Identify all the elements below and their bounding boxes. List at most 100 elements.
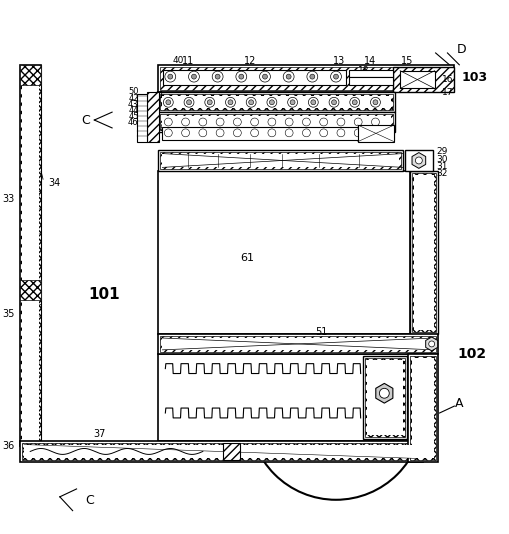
Text: 24: 24 bbox=[202, 157, 213, 166]
Text: 42: 42 bbox=[128, 94, 138, 103]
Circle shape bbox=[164, 71, 176, 82]
Text: 49: 49 bbox=[155, 124, 165, 134]
Bar bbox=[362, 356, 406, 438]
Circle shape bbox=[199, 129, 206, 137]
Text: 37: 37 bbox=[93, 429, 105, 439]
Bar bbox=[160, 67, 451, 90]
Text: 39: 39 bbox=[214, 450, 227, 460]
Bar bbox=[158, 92, 394, 112]
Circle shape bbox=[415, 157, 421, 164]
Bar bbox=[158, 171, 409, 334]
Bar bbox=[364, 358, 404, 437]
Bar bbox=[411, 174, 435, 332]
Circle shape bbox=[302, 118, 310, 126]
Text: 21: 21 bbox=[264, 123, 275, 132]
Circle shape bbox=[233, 129, 241, 137]
Text: 12: 12 bbox=[243, 56, 256, 66]
Bar bbox=[411, 358, 433, 458]
Circle shape bbox=[186, 100, 191, 105]
Circle shape bbox=[333, 74, 338, 79]
Text: 30: 30 bbox=[436, 155, 447, 164]
Circle shape bbox=[250, 129, 258, 137]
Text: 18: 18 bbox=[357, 66, 369, 75]
Circle shape bbox=[372, 100, 377, 105]
Bar bbox=[162, 338, 433, 350]
Circle shape bbox=[266, 97, 276, 107]
Circle shape bbox=[238, 74, 243, 79]
Circle shape bbox=[246, 97, 256, 107]
Circle shape bbox=[285, 129, 293, 137]
Text: 33: 33 bbox=[2, 194, 14, 204]
Bar bbox=[136, 95, 146, 142]
Circle shape bbox=[216, 129, 223, 137]
Bar bbox=[162, 116, 390, 128]
Circle shape bbox=[269, 100, 274, 105]
Circle shape bbox=[267, 118, 275, 126]
Circle shape bbox=[349, 97, 359, 107]
Circle shape bbox=[379, 388, 388, 398]
Bar bbox=[20, 280, 41, 300]
Circle shape bbox=[205, 97, 214, 107]
Circle shape bbox=[207, 100, 212, 105]
Text: 29: 29 bbox=[436, 147, 447, 156]
Circle shape bbox=[308, 97, 318, 107]
Text: 32: 32 bbox=[436, 169, 447, 178]
Bar bbox=[357, 125, 393, 142]
Bar bbox=[20, 65, 41, 84]
Circle shape bbox=[336, 118, 344, 126]
Circle shape bbox=[331, 100, 336, 105]
Text: 61: 61 bbox=[240, 253, 253, 263]
Circle shape bbox=[282, 71, 294, 82]
Text: 43: 43 bbox=[128, 100, 138, 109]
Circle shape bbox=[287, 97, 297, 107]
Circle shape bbox=[354, 129, 361, 137]
Text: 46: 46 bbox=[128, 117, 138, 127]
Bar bbox=[162, 127, 393, 140]
Circle shape bbox=[262, 74, 267, 79]
Bar bbox=[413, 175, 433, 330]
Text: 11: 11 bbox=[182, 56, 194, 66]
Text: 20: 20 bbox=[221, 123, 233, 132]
Circle shape bbox=[267, 129, 275, 137]
Circle shape bbox=[164, 129, 172, 137]
Circle shape bbox=[306, 71, 317, 82]
Bar bbox=[163, 70, 345, 84]
Text: D: D bbox=[456, 43, 465, 57]
Text: 26: 26 bbox=[271, 157, 282, 166]
Text: 45: 45 bbox=[128, 112, 138, 121]
Text: 50: 50 bbox=[128, 87, 138, 96]
Bar bbox=[158, 334, 437, 354]
Bar bbox=[162, 154, 399, 167]
Circle shape bbox=[428, 341, 434, 347]
Bar bbox=[158, 354, 409, 441]
Circle shape bbox=[199, 118, 206, 126]
Bar bbox=[22, 67, 39, 444]
Circle shape bbox=[328, 97, 338, 107]
Text: 14: 14 bbox=[363, 56, 376, 66]
Circle shape bbox=[228, 100, 233, 105]
Bar bbox=[160, 336, 435, 352]
Circle shape bbox=[371, 129, 379, 137]
Circle shape bbox=[181, 129, 189, 137]
Circle shape bbox=[165, 100, 171, 105]
Circle shape bbox=[216, 118, 223, 126]
Bar bbox=[348, 77, 392, 84]
Text: 19: 19 bbox=[357, 74, 369, 83]
Text: D: D bbox=[414, 192, 424, 206]
Circle shape bbox=[319, 118, 327, 126]
Bar bbox=[158, 150, 402, 171]
Circle shape bbox=[286, 74, 291, 79]
Circle shape bbox=[225, 97, 235, 107]
Circle shape bbox=[164, 118, 172, 126]
Bar bbox=[20, 65, 41, 445]
Text: 25: 25 bbox=[236, 157, 247, 166]
Text: 51: 51 bbox=[315, 327, 327, 337]
Bar bbox=[409, 171, 437, 334]
Circle shape bbox=[309, 74, 314, 79]
Circle shape bbox=[290, 100, 295, 105]
Circle shape bbox=[302, 129, 310, 137]
Bar bbox=[222, 443, 240, 460]
Circle shape bbox=[310, 100, 315, 105]
Text: 23: 23 bbox=[169, 157, 181, 166]
Text: 34: 34 bbox=[49, 178, 61, 188]
